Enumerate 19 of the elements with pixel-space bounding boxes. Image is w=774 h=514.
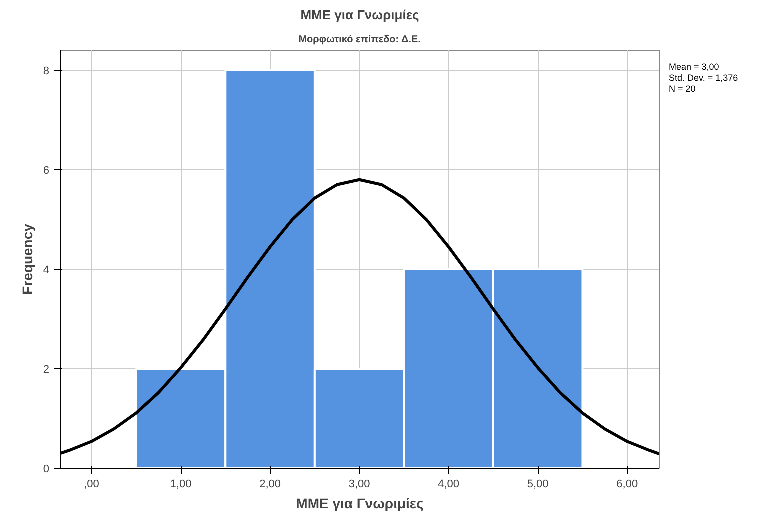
- x-tick-label: ,00: [84, 478, 100, 490]
- x-tick-label: 6,00: [616, 478, 638, 490]
- y-tick-label: 6: [43, 164, 50, 177]
- x-tick-label: 5,00: [527, 478, 549, 490]
- x-tick-label: 2,00: [260, 478, 281, 490]
- y-tick-label: 4: [43, 264, 50, 276]
- x-tick-label: 3,00: [348, 478, 370, 490]
- y-tick-label: 2: [43, 364, 50, 376]
- y-axis-title: Frequency: [19, 224, 36, 295]
- x-tick-label: 1,00: [170, 478, 192, 490]
- text: Std. Dev. = 1,376: [669, 73, 738, 83]
- y-tick-label: 8: [43, 65, 50, 78]
- text: Mean = 3,00: [669, 62, 720, 72]
- x-axis-title: ΜΜΕ για Γνωριμίες: [296, 496, 424, 512]
- chart-title: ΜΜΕ για Γνωριμίες: [300, 8, 420, 22]
- text: N = 20: [669, 84, 696, 94]
- y-tick-label: 0: [43, 464, 50, 476]
- x-tick-label: 4,00: [438, 478, 460, 490]
- chart-subtitle: Μορφωτικό επίπεδο: Δ.Ε.: [298, 34, 422, 46]
